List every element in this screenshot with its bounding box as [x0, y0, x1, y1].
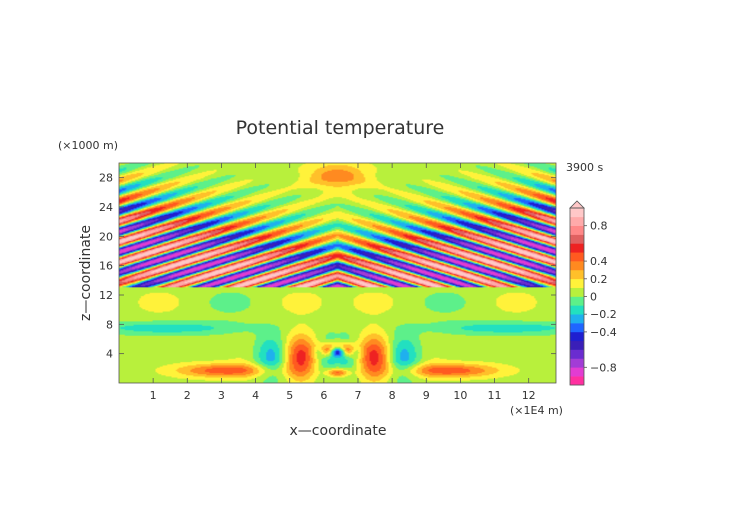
colorbar-level [570, 314, 584, 324]
colorbar-level [570, 216, 584, 226]
colorbar-level [570, 367, 584, 377]
colorbar-level [570, 376, 584, 386]
colorbar-level [570, 243, 584, 253]
colorbar-ticks: 0.8 0.4 0.2 0 −0.2 −0.4 −0.8 [584, 220, 617, 374]
x-tick-label: 2 [184, 389, 191, 402]
x-tick-label: 10 [453, 389, 467, 402]
x-tick-label: 6 [320, 389, 327, 402]
colorbar-tick-label: −0.8 [590, 361, 617, 374]
x-axis-ticks: 1 2 3 4 5 6 7 8 9 10 11 12 [150, 163, 536, 402]
x-tick-label: 11 [488, 389, 502, 402]
colorbar-level [570, 278, 584, 288]
colorbar-level [570, 358, 584, 368]
y-unit-label: (×1000 m) [58, 139, 118, 152]
time-label: 3900 s [566, 161, 603, 174]
colorbar-tick-label: 0.2 [590, 273, 608, 286]
y-axis-ticks: 4 8 12 16 20 24 28 [99, 172, 556, 361]
colorbar-tick-label: 0.4 [590, 255, 608, 268]
colorbar-level [570, 340, 584, 350]
y-tick-label: 4 [106, 348, 113, 361]
colorbar-level [570, 225, 584, 235]
y-tick-label: 8 [106, 318, 113, 331]
y-tick-label: 24 [99, 201, 113, 214]
heatmap-field [119, 163, 556, 383]
colorbar-tick-label: 0 [590, 291, 597, 304]
y-tick-label: 28 [99, 172, 113, 185]
y-tick-label: 20 [99, 230, 113, 243]
colorbar-tick-label: 0.8 [590, 220, 608, 233]
y-axis-title: z—coordinate [78, 225, 94, 321]
x-tick-label: 8 [389, 389, 396, 402]
x-tick-label: 3 [218, 389, 225, 402]
colorbar-level [570, 349, 584, 359]
plot-frame [118, 162, 557, 384]
colorbar-level [570, 287, 584, 297]
x-tick-label: 9 [423, 389, 430, 402]
colorbar-level [570, 208, 584, 218]
colorbar-level [570, 331, 584, 342]
x-tick-label: 4 [252, 389, 259, 402]
colorbar [569, 200, 585, 386]
chart-title: Potential temperature [236, 117, 445, 139]
x-unit-label: (×1E4 m) [510, 404, 563, 417]
colorbar-level [570, 296, 584, 306]
colorbar-tick-label: −0.2 [590, 308, 617, 321]
colorbar-tick-label: −0.4 [590, 326, 617, 339]
colorbar-level [570, 269, 584, 280]
x-axis-title: x—coordinate [290, 423, 387, 439]
colorbar-level [570, 252, 584, 262]
colorbar-level [570, 234, 584, 244]
x-tick-label: 1 [150, 389, 157, 402]
x-tick-label: 5 [286, 389, 293, 402]
x-tick-label: 7 [354, 389, 361, 402]
x-tick-label: 12 [522, 389, 536, 402]
colorbar-level [570, 305, 584, 315]
y-tick-label: 16 [99, 260, 113, 273]
y-tick-label: 12 [99, 289, 113, 302]
colorbar-level [570, 323, 584, 333]
colorbar-level [570, 261, 584, 271]
